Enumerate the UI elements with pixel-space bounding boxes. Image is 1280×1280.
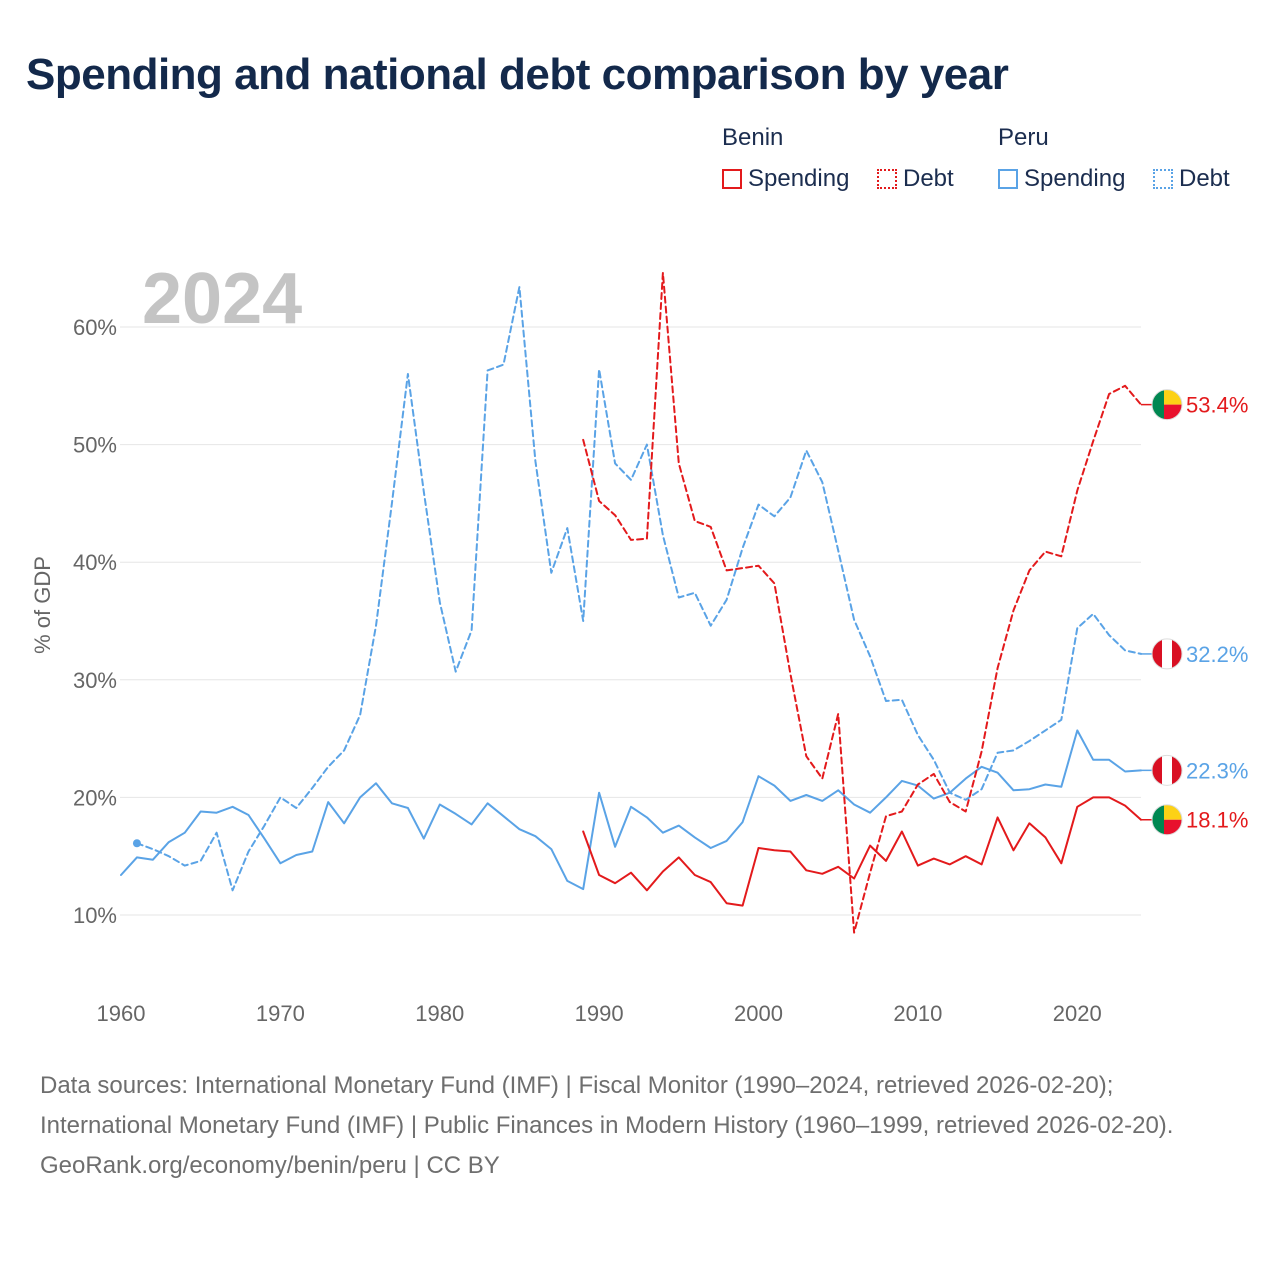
legend: Benin Peru Spending Debt Spending Debt (0, 0, 1280, 220)
series-lines (120, 271, 1142, 934)
legend-benin-debt-label: Debt (903, 165, 954, 192)
peru-flag-icon (1151, 754, 1183, 786)
x-tick-label: 2020 (1053, 1001, 1102, 1026)
year-watermark: 2024 (142, 259, 302, 339)
dotted-line-swatch-icon (1153, 169, 1173, 189)
x-tick-label: 2000 (734, 1001, 783, 1026)
legend-peru-spending-label: Spending (1024, 165, 1126, 192)
y-tick-label: 60% (73, 315, 117, 340)
x-tick-label: 1960 (97, 1001, 146, 1026)
series-line-benin-spending (582, 796, 1142, 907)
series-line-peru-spending (120, 729, 1142, 891)
legend-peru-spending[interactable]: Spending (998, 165, 1125, 193)
end-value-label: 53.4% (1186, 393, 1248, 418)
x-tick-label: 2010 (893, 1001, 942, 1026)
y-tick-label: 40% (73, 550, 117, 575)
dotted-line-swatch-icon (877, 169, 897, 189)
end-value-label: 22.3% (1186, 758, 1248, 783)
y-tick-label: 50% (73, 433, 117, 458)
x-tick-label: 1970 (256, 1001, 305, 1026)
credit-link[interactable]: GeoRank.org/economy/benin/peru | CC BY (40, 1152, 500, 1179)
legend-benin-debt[interactable]: Debt (877, 165, 954, 193)
end-label-peru-debt: 32.2% (1141, 638, 1248, 670)
end-label-benin-debt: 53.4% (1141, 389, 1248, 421)
data-sources: Data sources: International Monetary Fun… (40, 1072, 1174, 1139)
benin-flag-icon (1151, 804, 1183, 836)
benin-flag-icon (1151, 389, 1183, 421)
y-tick-label: 20% (73, 785, 117, 810)
peru-flag-icon (1151, 638, 1183, 670)
series-line-peru-debt (135, 286, 1142, 892)
legend-benin-spending[interactable]: Spending (722, 165, 849, 193)
end-label-peru-spending: 22.3% (1141, 754, 1248, 786)
legend-benin-spending-label: Spending (748, 165, 850, 192)
x-tick-label: 1980 (415, 1001, 464, 1026)
solid-line-swatch-icon (722, 169, 742, 189)
line-chart: 2024 10% 20% 30% 40% 50% 60% 1960 1970 1980 1990… (30, 259, 1248, 1026)
x-axis-ticks: 1960 1970 1980 1990 2000 2010 2020 (97, 1001, 1102, 1026)
series-line-benin-debt (582, 271, 1142, 934)
legend-peru-debt[interactable]: Debt (1153, 165, 1230, 193)
legend-peru-heading: Peru (998, 124, 1049, 151)
end-value-label: 18.1% (1186, 808, 1248, 833)
y-tick-label: 30% (73, 668, 117, 693)
legend-benin-heading: Benin (722, 124, 784, 151)
solid-line-swatch-icon (998, 169, 1018, 189)
x-tick-label: 1990 (575, 1001, 624, 1026)
end-value-label: 32.2% (1186, 642, 1248, 667)
y-axis-ticks: 10% 20% 30% 40% 50% 60% (73, 315, 117, 928)
footer: Data sources: International Monetary Fun… (40, 1066, 1240, 1186)
chart-title: Spending and national debt comparison by… (26, 50, 1009, 99)
end-labels: 53.4% 32.2% 22.3% 18.1% (1141, 389, 1248, 836)
gridlines (120, 326, 1141, 916)
y-tick-label: 10% (73, 903, 117, 928)
legend-peru-debt-label: Debt (1179, 165, 1230, 192)
y-axis-label: % of GDP (30, 556, 55, 654)
end-label-benin-spending: 18.1% (1141, 804, 1248, 836)
series-start-point (132, 839, 141, 848)
